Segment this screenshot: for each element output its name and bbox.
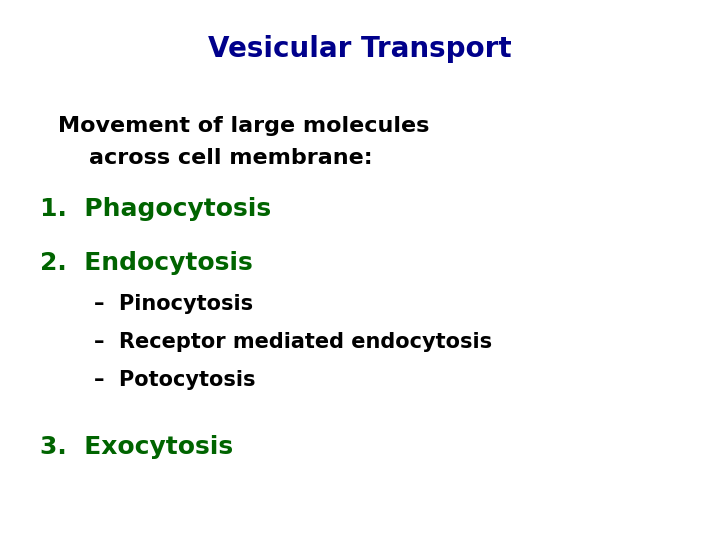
Text: Vesicular Transport: Vesicular Transport (208, 35, 512, 63)
Text: –  Potocytosis: – Potocytosis (94, 370, 255, 390)
Text: Movement of large molecules: Movement of large molecules (58, 116, 429, 136)
Text: 2.  Endocytosis: 2. Endocytosis (40, 251, 252, 275)
Text: 1.  Phagocytosis: 1. Phagocytosis (40, 197, 271, 221)
Text: 3.  Exocytosis: 3. Exocytosis (40, 435, 233, 458)
Text: across cell membrane:: across cell membrane: (58, 148, 372, 168)
Text: –  Receptor mediated endocytosis: – Receptor mediated endocytosis (94, 332, 492, 352)
Text: –  Pinocytosis: – Pinocytosis (94, 294, 253, 314)
